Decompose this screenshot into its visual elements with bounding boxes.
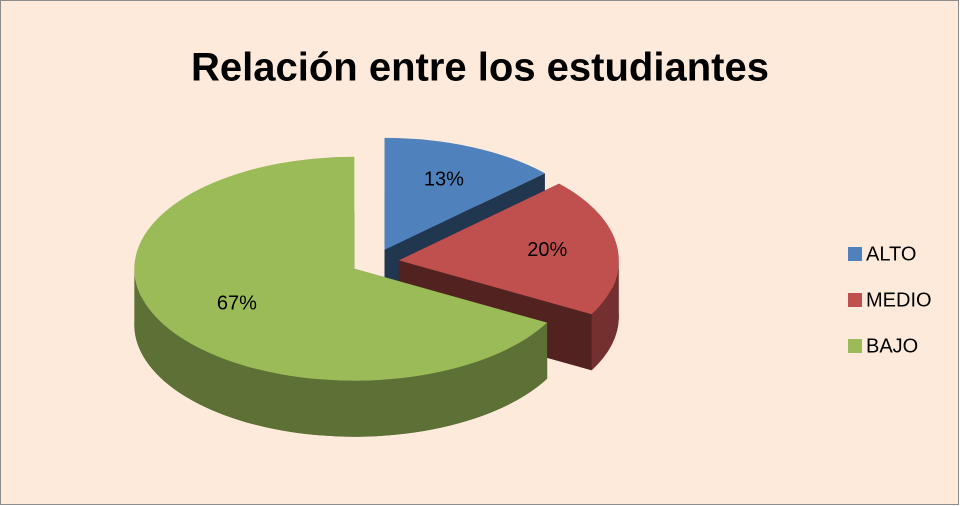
slice (398, 183, 619, 315)
data-label: 13% (424, 168, 464, 190)
legend-label: MEDIO (866, 289, 932, 311)
slice (134, 156, 548, 381)
legend-label: BAJO (866, 335, 918, 357)
data-label: 67% (217, 292, 257, 314)
legend-swatch (848, 339, 862, 353)
slice-side (134, 268, 548, 437)
chart-title: Relación entre los estudiantes (191, 46, 769, 90)
data-label: 20% (527, 239, 567, 261)
slice (384, 137, 545, 250)
legend-swatch (848, 247, 862, 261)
slice-side (591, 260, 619, 371)
legend-label: ALTO (866, 243, 916, 265)
legend-swatch (848, 293, 862, 307)
